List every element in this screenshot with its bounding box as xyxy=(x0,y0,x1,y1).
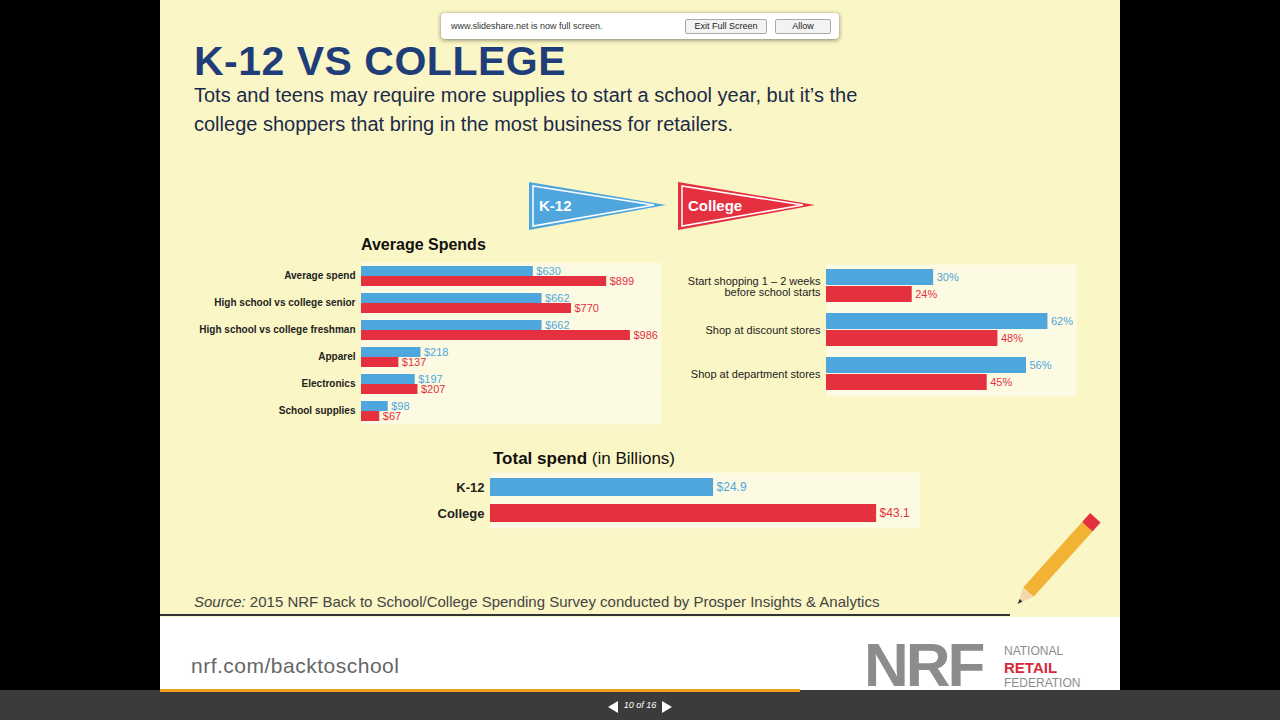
svg-text:Electronics: Electronics xyxy=(302,378,356,389)
html-text:FEDERATION: FEDERATION xyxy=(1004,676,1081,690)
svg-text:Start shopping 1 – 2 weeksbefo: Start shopping 1 – 2 weeksbefore school … xyxy=(688,275,821,298)
svg-text:$986: $986 xyxy=(633,329,657,341)
html-text:nrf.com/backtoschool: nrf.com/backtoschool xyxy=(191,654,400,677)
svg-text:48%: 48% xyxy=(1001,332,1023,344)
svg-text:$662: $662 xyxy=(545,319,569,331)
svg-text:Shop at discount stores: Shop at discount stores xyxy=(706,324,821,336)
svg-text:School supplies: School supplies xyxy=(279,405,356,416)
svg-text:$218: $218 xyxy=(424,346,448,358)
svg-text:College: College xyxy=(688,197,742,214)
svg-text:Average spend: Average spend xyxy=(284,270,355,281)
html-text:Total spend (in Billions): Total spend (in Billions) xyxy=(493,449,675,468)
html-text:K-12 VS COLLEGE: K-12 VS COLLEGE xyxy=(194,38,566,84)
svg-text:$207: $207 xyxy=(421,383,445,395)
svg-text:Shop at department stores: Shop at department stores xyxy=(691,368,821,380)
svg-text:College: College xyxy=(438,506,485,521)
svg-text:$662: $662 xyxy=(545,292,569,304)
html-text:10 of 16: 10 of 16 xyxy=(623,700,657,710)
svg-text:30%: 30% xyxy=(937,271,959,283)
svg-text:High school vs college senior: High school vs college senior xyxy=(214,297,355,308)
svg-text:$43.1: $43.1 xyxy=(880,506,910,520)
svg-text:$630: $630 xyxy=(536,265,560,277)
svg-text:$899: $899 xyxy=(610,275,634,287)
html-text:NATIONAL: NATIONAL xyxy=(1004,644,1064,658)
html-text:Exit Full Screen: Exit Full Screen xyxy=(694,21,758,31)
svg-text:$197: $197 xyxy=(418,373,443,385)
svg-text:$770: $770 xyxy=(575,302,599,314)
html-text:Average Spends: Average Spends xyxy=(361,236,486,253)
html-text:Allow: Allow xyxy=(792,21,814,31)
svg-text:62%: 62% xyxy=(1051,315,1073,327)
svg-text:$98: $98 xyxy=(391,400,410,412)
html-text:Tots and teens may require mor: Tots and teens may require more supplies… xyxy=(194,84,858,135)
svg-text:$137: $137 xyxy=(402,356,426,368)
svg-text:K-12: K-12 xyxy=(456,480,484,495)
svg-text:K-12: K-12 xyxy=(539,197,572,214)
svg-text:$24.9: $24.9 xyxy=(717,480,747,494)
svg-text:Apparel: Apparel xyxy=(318,351,355,362)
html-text:NRF: NRF xyxy=(864,630,983,699)
html-text:Source: 2015 NRF Back to Schoo: Source: 2015 NRF Back to School/College … xyxy=(194,593,880,610)
html-text:RETAIL: RETAIL xyxy=(1004,659,1058,676)
svg-text:24%: 24% xyxy=(915,288,937,300)
svg-text:45%: 45% xyxy=(990,376,1012,388)
svg-text:$67: $67 xyxy=(383,410,401,422)
html-text:www.slideshare.net is now full: www.slideshare.net is now full screen. xyxy=(451,21,603,31)
svg-text:High school vs college freshma: High school vs college freshman xyxy=(199,324,355,335)
svg-text:56%: 56% xyxy=(1030,359,1052,371)
